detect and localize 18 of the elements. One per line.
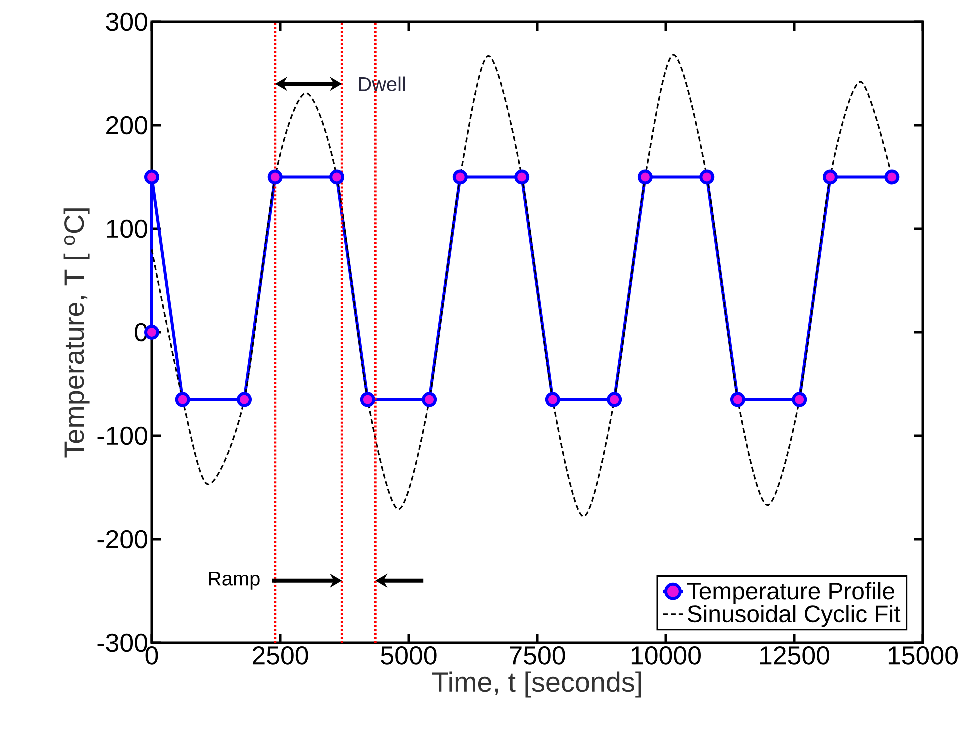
x-tick-label: 7500 — [510, 646, 566, 665]
y-axis-title: Temperature, T [ $^{o}$C] — [64, 208, 90, 458]
y-tick-label: 100 — [107, 220, 148, 238]
x-tick-label: 2500 — [252, 646, 308, 665]
legend-label: Sinusoidal Cyclic Fit — [688, 605, 901, 628]
y-tick-label: 200 — [106, 116, 148, 135]
legend-label: Temperature Profile — [687, 582, 894, 605]
x-tick-label: 12500 — [760, 646, 830, 665]
x-tick-label: 15000 — [888, 646, 958, 665]
y-tick-label: -100 — [98, 426, 148, 446]
y-tick-label: -300 — [98, 634, 148, 652]
annotation: Ramp — [209, 572, 260, 590]
y-tick-label: -200 — [98, 530, 148, 549]
y-tick-label: 300 — [106, 12, 148, 32]
x-axis-title: Time, t [seconds] — [432, 672, 642, 698]
x-tick-label: 10000 — [632, 646, 701, 665]
annotation: Dwell — [359, 76, 406, 92]
x-tick-label: 5000 — [381, 646, 437, 665]
